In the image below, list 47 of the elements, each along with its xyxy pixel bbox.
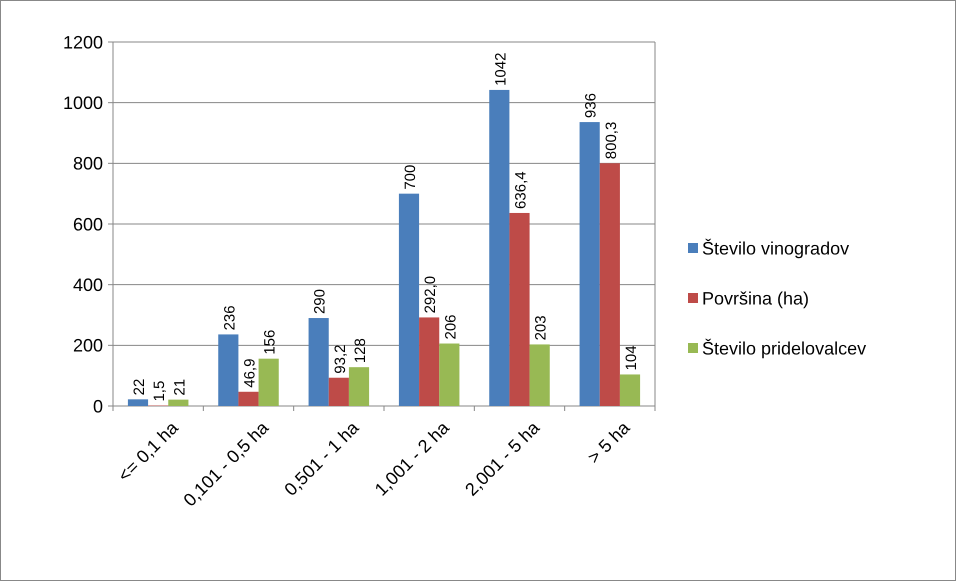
data-label: 104 <box>623 345 640 370</box>
x-tick-label: > 5 ha <box>584 416 634 468</box>
data-label: 203 <box>532 315 550 340</box>
data-label: 700 <box>402 164 419 190</box>
data-label: 21 <box>171 378 188 396</box>
data-label: 128 <box>352 338 370 364</box>
data-label: 206 <box>442 314 460 340</box>
bar <box>308 318 329 406</box>
bar <box>489 90 510 406</box>
legend-label: Površina (ha) <box>702 288 810 308</box>
y-tick-label: 400 <box>72 274 103 295</box>
legend-label: Število pridelovalcev <box>702 338 866 358</box>
bar <box>419 317 440 406</box>
bar <box>258 358 279 406</box>
bar <box>398 194 420 406</box>
data-label: 636,4 <box>512 171 530 209</box>
bar <box>238 392 259 406</box>
data-label: 290 <box>312 289 329 314</box>
bar <box>620 374 640 406</box>
bar <box>600 163 620 406</box>
y-tick-label: 1000 <box>62 92 103 113</box>
data-label: 800,3 <box>602 122 620 160</box>
legend-label: Število vinogradov <box>702 238 850 258</box>
bar <box>168 400 188 406</box>
bar <box>509 212 530 406</box>
data-label: 292,0 <box>422 276 440 314</box>
data-label: 1042 <box>492 52 510 86</box>
data-label: 236 <box>221 305 238 330</box>
bar <box>530 344 550 406</box>
bar <box>128 399 148 406</box>
y-tick-label: 1200 <box>62 32 103 52</box>
bar <box>218 334 238 406</box>
y-tick-label: 800 <box>72 154 103 174</box>
data-label: 93,2 <box>332 344 349 374</box>
data-label: 936 <box>582 93 600 118</box>
bar <box>328 378 349 406</box>
x-tick-label: <= 0,1 ha <box>114 416 183 486</box>
y-tick-label: 0 <box>92 396 103 416</box>
y-tick-label: 600 <box>72 214 103 234</box>
data-label: 22 <box>130 378 148 396</box>
data-label: 46,9 <box>242 358 258 388</box>
bar <box>348 367 370 406</box>
y-tick-label: 200 <box>72 336 103 356</box>
bar <box>580 122 600 406</box>
bar <box>439 344 460 406</box>
data-label: 156 <box>262 330 279 355</box>
data-label: 1,5 <box>151 380 168 402</box>
